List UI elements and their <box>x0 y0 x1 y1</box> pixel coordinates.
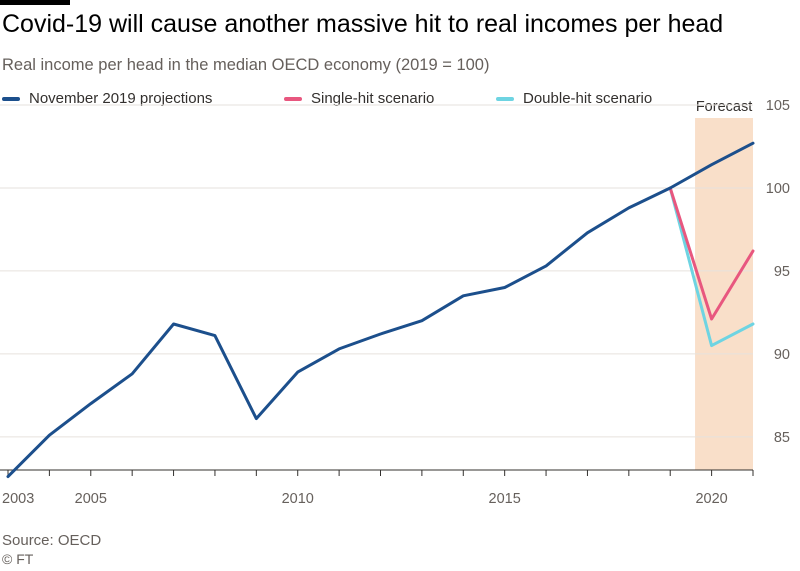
legend-label-projections: November 2019 projections <box>29 90 213 107</box>
legend: November 2019 projections Single-hit sce… <box>0 90 800 112</box>
x-tick-label-2015: 2015 <box>489 491 521 507</box>
y-tick-label-90: 90 <box>774 347 790 363</box>
chart-title: Covid-19 will cause another massive hit … <box>2 10 724 38</box>
y-tick-label-85: 85 <box>774 430 790 446</box>
brand-bar <box>0 0 70 5</box>
copyright-note: © FT <box>2 551 34 567</box>
x-tick-label-2010: 2010 <box>282 491 314 507</box>
source-note: Source: OECD <box>2 532 102 549</box>
legend-swatch-single-hit <box>284 96 302 101</box>
legend-swatch-double-hit <box>496 96 514 101</box>
forecast-label: Forecast <box>696 99 752 115</box>
y-tick-label-105: 105 <box>766 98 790 114</box>
legend-item-single-hit: Single-hit scenario <box>284 90 434 107</box>
legend-item-projections: November 2019 projections <box>2 90 212 107</box>
legend-label-single-hit: Single-hit scenario <box>311 90 435 107</box>
x-tick-label-2003: 2003 <box>2 491 34 507</box>
series-line-projections <box>6 141 755 479</box>
y-tick-label-100: 100 <box>766 181 790 197</box>
legend-item-double-hit: Double-hit scenario <box>496 90 652 107</box>
x-tick-label-2005: 2005 <box>75 491 107 507</box>
series-line-single-hit <box>668 186 755 321</box>
series-line-double-hit <box>668 186 755 348</box>
chart-subtitle: Real income per head in the median OECD … <box>2 56 490 74</box>
y-tick-label-95: 95 <box>774 264 790 280</box>
x-tick-label-2020: 2020 <box>695 491 727 507</box>
legend-label-double-hit: Double-hit scenario <box>523 90 653 107</box>
legend-swatch-projections <box>2 96 20 101</box>
